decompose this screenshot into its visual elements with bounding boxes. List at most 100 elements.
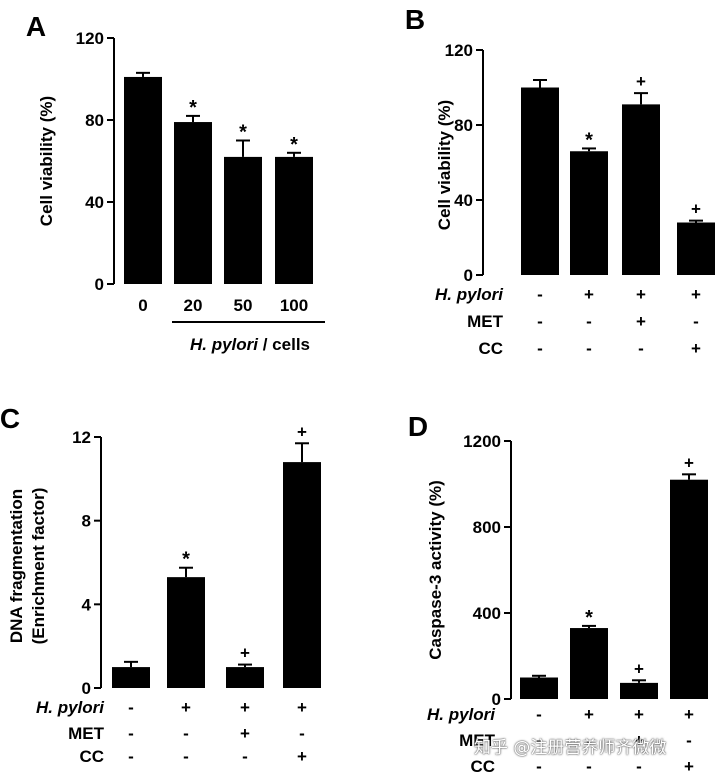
panel-a-bar [224, 156, 262, 284]
panel-a-ytick-label: 80 [85, 111, 104, 130]
panel-c-condition-sign: - [183, 724, 189, 743]
panel-c-condition-sign: + [240, 698, 250, 717]
panel-d-condition-sign: + [634, 705, 644, 724]
panel-d-bar [520, 677, 558, 699]
panel-d-condition-sign: - [536, 757, 542, 776]
panel-d-bar [670, 479, 708, 699]
panel-c-bar [112, 667, 150, 688]
panel-b-condition-sign: + [691, 285, 701, 304]
panel-b-ytick-label: 40 [454, 191, 473, 210]
panel-d-condition-label: CC [470, 757, 495, 776]
panel-a-category-label: 0 [138, 296, 147, 315]
panel-c-letter: C [0, 403, 20, 434]
panel-c-ytick-label: 0 [82, 679, 91, 698]
panel-c-condition-label: MET [68, 724, 105, 743]
panel-c-condition-sign: + [297, 698, 307, 717]
panel-c-condition-sign: + [181, 698, 191, 717]
panel-d-significance-mark: * [585, 607, 593, 629]
panel-b-condition-sign: - [638, 339, 644, 358]
panel-c-ytick-label: 8 [82, 512, 91, 531]
panel-a-bar [275, 156, 313, 284]
panel-c-condition-sign: - [299, 724, 305, 743]
panel-b-condition-sign: - [586, 339, 592, 358]
panel-d-ytick-label: 0 [492, 690, 501, 709]
panel-c-bar [167, 577, 205, 688]
panel-c-bar [226, 667, 264, 688]
panel-a-category-label: 50 [234, 296, 253, 315]
panel-d-condition-sign: + [684, 757, 694, 776]
panel-b-ylabel: Cell viability (%) [435, 100, 454, 230]
panel-a-ytick-label: 0 [95, 275, 104, 294]
panel-d-bar [570, 628, 608, 699]
panel-d-condition-label: MET [459, 731, 496, 750]
panel-b-significance-mark: + [691, 200, 701, 219]
panel-d-ytick-label: 400 [473, 604, 501, 623]
panel-c-ylabel: DNA fragmentation [7, 489, 26, 643]
panel-c-ytick-label: 12 [72, 428, 91, 447]
panel-b-condition-label: H. pylori [435, 285, 504, 304]
panel-b-ytick-label: 0 [464, 266, 473, 285]
panel-c-ylabel-2: (Enrichment factor) [29, 488, 48, 645]
panel-d-condition-sign: + [684, 705, 694, 724]
panel-d-ytick-label: 1200 [463, 432, 501, 451]
panel-d-condition-sign: + [584, 705, 594, 724]
panel-a-ytick-label: 120 [76, 29, 104, 48]
panel-b-condition-sign: - [537, 285, 543, 304]
panel-a-category-label: 100 [280, 296, 308, 315]
panel-d-condition-sign: + [634, 731, 644, 750]
watermark-text: 知乎 @注册营养师齐微微 [474, 738, 667, 758]
panel-d-condition-sign: - [536, 705, 542, 724]
panel-b-ytick-label: 120 [445, 41, 473, 60]
panel-b-letter: B [405, 4, 425, 35]
panel-c-condition-sign: + [297, 747, 307, 766]
panel-b-condition-sign: + [584, 285, 594, 304]
panel-b-condition-sign: - [693, 312, 699, 331]
panel-a-bar [124, 76, 162, 284]
panel-a-letter: A [26, 11, 46, 42]
panel-b-bar [521, 87, 559, 275]
panel-d-ylabel: Caspase-3 activity (%) [426, 480, 445, 660]
panel-b-significance-mark: + [636, 72, 646, 91]
panel-c-condition-label: CC [79, 747, 104, 766]
panel-b-significance-mark: * [585, 129, 593, 151]
panel-a-bar [174, 122, 212, 284]
panel-b-condition-sign: - [586, 312, 592, 331]
panel-d-significance-mark: + [634, 659, 644, 678]
panel-d-condition-sign: - [586, 731, 592, 750]
panel-d-ytick-label: 800 [473, 518, 501, 537]
panel-a-significance-mark: * [189, 97, 197, 119]
panel-b-condition-label: CC [478, 339, 503, 358]
panel-c-ytick-label: 4 [82, 595, 92, 614]
panel-c-condition-label: H. pylori [36, 698, 105, 717]
panel-b-condition-sign: + [691, 339, 701, 358]
panel-b-condition-sign: + [636, 285, 646, 304]
panel-b-ytick-label: 80 [454, 116, 473, 135]
panel-c-significance-mark: + [240, 644, 250, 663]
panel-d-condition-sign: - [536, 731, 542, 750]
panel-d-letter: D [408, 411, 428, 442]
panel-c-condition-sign: + [240, 724, 250, 743]
panel-b-condition-label: MET [467, 312, 504, 331]
panel-a-category-label: 20 [184, 296, 203, 315]
panel-c-condition-sign: - [128, 747, 134, 766]
panel-a-significance-mark: * [290, 134, 298, 156]
panel-b-bar [622, 104, 660, 275]
panel-c-condition-sign: - [242, 747, 248, 766]
panel-d-condition-sign: - [636, 757, 642, 776]
panel-a-significance-mark: * [239, 122, 247, 144]
panel-b-condition-sign: - [537, 339, 543, 358]
panel-b-bar [570, 151, 608, 275]
panel-d-condition-sign: - [586, 757, 592, 776]
panel-c-condition-sign: - [128, 698, 134, 717]
panel-b-bar [677, 222, 715, 275]
panel-c-condition-sign: - [128, 724, 134, 743]
panel-c-condition-sign: - [183, 747, 189, 766]
panel-a-xlabel: H. pylori / cells [190, 335, 310, 354]
panel-c-significance-mark: * [182, 549, 190, 571]
panel-d-bar [620, 682, 658, 699]
panel-b-condition-sign: - [537, 312, 543, 331]
panel-d-condition-label: H. pylori [427, 705, 496, 724]
panel-b-condition-sign: + [636, 312, 646, 331]
panel-d-significance-mark: + [684, 453, 694, 472]
